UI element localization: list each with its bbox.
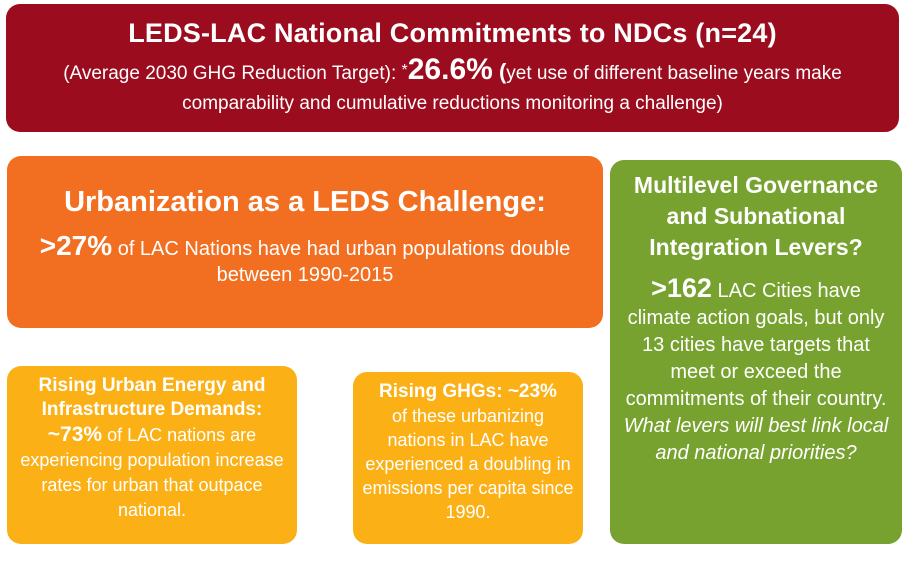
urbanization-text: of LAC Nations have had urban population… (112, 238, 571, 286)
energy-body: ~73% of LAC nations are experiencing pop… (7, 422, 297, 523)
urbanization-body: >27% of LAC Nations have had urban popul… (7, 230, 603, 288)
header-banner: LEDS-LAC National Commitments to NDCs (n… (6, 4, 899, 132)
ghg-box: Rising GHGs: ~23% of these urbanizing na… (353, 372, 583, 544)
header-prefix: (Average 2030 GHG Reduction Target): (63, 63, 402, 84)
ghg-body: of these urbanizing nations in LAC have … (362, 406, 574, 522)
governance-stat: >162 (651, 273, 712, 303)
energy-title: Rising Urban Energy and Infrastructure D… (38, 375, 266, 420)
header-target-value: 26.6% (407, 53, 493, 86)
governance-body: >162 LAC Cities have climate action goal… (610, 275, 902, 467)
energy-box: Rising Urban Energy and Infrastructure D… (7, 366, 297, 544)
governance-title: Multilevel Governance and Subnational In… (633, 172, 879, 260)
header-suffix: yet use of different baseline years make… (182, 63, 842, 114)
urbanization-stat: >27% (39, 230, 113, 261)
header-title: LEDS-LAC National Commitments to NDCs (n… (128, 18, 777, 48)
ghg-title: Rising GHGs: ~23% (379, 381, 557, 402)
energy-stat: ~73% (47, 423, 103, 446)
urbanization-box: Urbanization as a LEDS Challenge: >27% o… (7, 156, 603, 328)
header-subtitle: (Average 2030 GHG Reduction Target): *26… (6, 55, 899, 119)
header-open-paren: ( (492, 59, 507, 84)
energy-text: of LAC nations are experiencing populati… (20, 425, 284, 520)
governance-text: LAC Cities have climate action goals, bu… (625, 280, 887, 410)
governance-box: Multilevel Governance and Subnational In… (610, 160, 902, 544)
header-star: * (401, 62, 408, 79)
urbanization-title: Urbanization as a LEDS Challenge: (64, 186, 546, 218)
governance-question: What levers will best link local and nat… (623, 415, 889, 464)
